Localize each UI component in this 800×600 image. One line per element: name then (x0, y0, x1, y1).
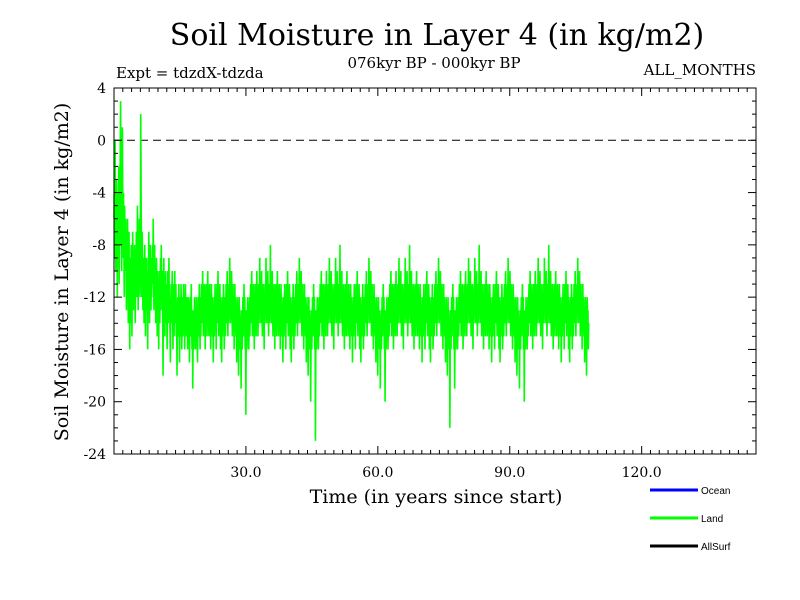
x-tick-label: 90.0 (494, 465, 525, 481)
legend-label-ocean: Ocean (701, 486, 730, 497)
y-tick-label: 4 (97, 81, 106, 97)
chart-subtitle-center: 076kyr BP - 000kyr BP (347, 54, 520, 72)
y-axis-label: Soil Moisture in Layer 4 (in kg/m2) (51, 103, 73, 442)
chart-subtitle-left: Expt = tdzdX-tdzda (116, 64, 264, 82)
chart-subtitle-right: ALL_MONTHS (643, 61, 756, 79)
y-tick-label: -8 (92, 238, 106, 254)
series-line-land (113, 101, 590, 441)
x-tick-label: 120.0 (622, 465, 662, 481)
series-layer (113, 101, 590, 441)
legend-label-allsurf: AllSurf (701, 542, 731, 553)
y-tick-label: -20 (83, 395, 106, 411)
x-tick-label: 60.0 (362, 465, 393, 481)
legend: Ocean Land AllSurf (650, 486, 731, 553)
y-tick-label: 0 (97, 133, 106, 149)
x-tick-label: 30.0 (230, 465, 261, 481)
y-tick-label: -16 (83, 342, 106, 358)
legend-label-land: Land (701, 514, 723, 525)
chart-title: Soil Moisture in Layer 4 (in kg/m2) (170, 18, 704, 53)
y-tick-label: -12 (83, 290, 106, 306)
y-tick-label: -24 (83, 447, 106, 463)
ticks-layer: 4 0 -4 -8 -12 -16 -20 -24 30.0 60.0 90.0 120.0 (83, 81, 757, 481)
x-axis-label: Time (in years since start) (310, 486, 563, 508)
y-tick-label: -4 (92, 186, 106, 202)
